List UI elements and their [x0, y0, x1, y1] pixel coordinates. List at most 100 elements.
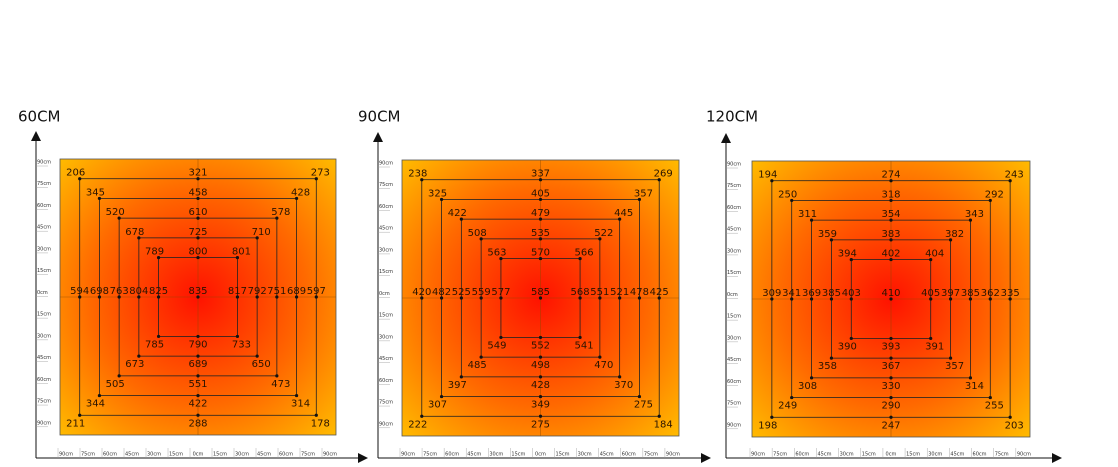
- measure-point: [117, 374, 121, 378]
- panel-title: 60CM: [18, 108, 61, 126]
- center-value-label: 835: [188, 286, 207, 297]
- value-label: 403: [842, 288, 861, 299]
- measure-point: [137, 354, 141, 358]
- x-tick-label: 60cm: [445, 452, 459, 458]
- measure-point: [459, 375, 463, 379]
- y-tick-label: 75cm: [37, 181, 51, 187]
- measure-point: [968, 297, 973, 301]
- measure-point: [499, 256, 503, 261]
- value-label: 275: [634, 400, 653, 411]
- value-label: 789: [145, 247, 164, 258]
- value-label: 825: [149, 286, 168, 297]
- value-label: 357: [634, 188, 653, 199]
- x-tick-label: 45cm: [817, 452, 831, 458]
- value-label: 785: [145, 339, 164, 350]
- y-tick-label: 0cm: [379, 291, 390, 297]
- measure-point: [137, 295, 141, 299]
- measure-point: [889, 395, 893, 400]
- y-tick-label: 45cm: [379, 226, 393, 232]
- x-tick-label: 15cm: [906, 452, 920, 458]
- measure-point: [196, 393, 200, 398]
- heatmap-panel-2: 90CM 90cm 75cm 60cm 45cm 30cm 15cm 0cm 15cm 30cm 4…: [358, 108, 711, 463]
- center-point: [538, 296, 543, 300]
- y-tick-label: 75cm: [379, 182, 393, 188]
- measure-point: [1008, 415, 1012, 419]
- y-tick-label: 75cm: [727, 401, 741, 407]
- measure-point: [809, 218, 814, 222]
- value-label: 422: [188, 399, 207, 410]
- value-label: 577: [491, 287, 510, 298]
- value-label: 349: [531, 400, 550, 411]
- measure-point: [829, 238, 834, 242]
- value-label: 203: [1005, 420, 1024, 431]
- x-tick-label: 15cm: [511, 452, 525, 458]
- value-label: 689: [287, 286, 306, 297]
- value-label: 359: [818, 229, 837, 240]
- value-label: 594: [70, 286, 89, 297]
- measure-point: [809, 376, 814, 380]
- value-label: 725: [188, 227, 207, 238]
- measure-point: [578, 296, 582, 300]
- measure-point: [889, 198, 893, 203]
- measure-point: [235, 334, 240, 339]
- value-label: 335: [1001, 288, 1020, 299]
- value-label: 689: [188, 359, 207, 370]
- measure-point: [598, 237, 602, 241]
- measure-point: [420, 296, 424, 300]
- value-label: 394: [838, 249, 857, 260]
- value-label: 570: [531, 248, 550, 259]
- x-tick-label: 90cm: [323, 452, 337, 458]
- y-tick-label: 30cm: [37, 246, 51, 252]
- value-label: 485: [468, 360, 487, 371]
- value-label: 563: [487, 248, 506, 259]
- value-label: 269: [654, 169, 673, 180]
- value-label: 597: [307, 286, 326, 297]
- measure-point: [538, 217, 543, 221]
- measure-point: [538, 355, 543, 359]
- measure-point: [117, 216, 121, 220]
- measure-point: [538, 237, 543, 241]
- value-label: 801: [232, 247, 251, 258]
- y-tick-label: 15cm: [379, 313, 393, 319]
- value-label: 535: [531, 228, 550, 239]
- value-label: 804: [129, 286, 148, 297]
- measure-point: [637, 197, 642, 202]
- measure-point: [657, 178, 661, 182]
- value-label: 551: [188, 379, 207, 390]
- x-tick-label: 30cm: [928, 452, 942, 458]
- measure-point: [314, 413, 318, 417]
- value-label: 520: [106, 207, 125, 218]
- x-tick-label: 30cm: [840, 452, 854, 458]
- value-label: 247: [881, 420, 900, 431]
- measure-point: [117, 295, 121, 299]
- measure-point: [849, 297, 853, 301]
- measure-point: [770, 297, 774, 301]
- measure-point: [948, 238, 953, 242]
- value-label: 385: [822, 288, 841, 299]
- value-label: 222: [408, 419, 427, 430]
- y-tick-label: 90cm: [379, 421, 393, 427]
- x-tick-label: 45cm: [600, 452, 614, 458]
- y-tick-label: 60cm: [37, 377, 51, 383]
- value-label: 405: [921, 288, 940, 299]
- x-tick-label: 90cm: [401, 452, 415, 458]
- measure-point: [538, 178, 543, 182]
- measure-point: [420, 414, 424, 418]
- measure-point: [929, 336, 933, 341]
- x-tick-label: 90cm: [59, 452, 73, 458]
- value-label: 288: [188, 418, 207, 429]
- value-label: 710: [252, 227, 271, 238]
- x-tick-label: 75cm: [81, 452, 95, 458]
- measure-point: [255, 295, 259, 299]
- x-tick-label: 45cm: [467, 452, 481, 458]
- y-axis-arrow: [31, 131, 41, 141]
- value-label: 362: [981, 288, 1000, 299]
- x-axis-arrow: [358, 453, 368, 463]
- value-label: 357: [945, 361, 964, 372]
- heatmap-panel-1: 60CM 90cm 75cm 60cm 45cm 30cm 15cm 0cm 15cm 30cm 4…: [18, 108, 368, 463]
- measure-point: [889, 257, 893, 262]
- measure-point: [439, 394, 444, 399]
- value-label: 498: [531, 360, 550, 371]
- value-label: 541: [575, 340, 594, 351]
